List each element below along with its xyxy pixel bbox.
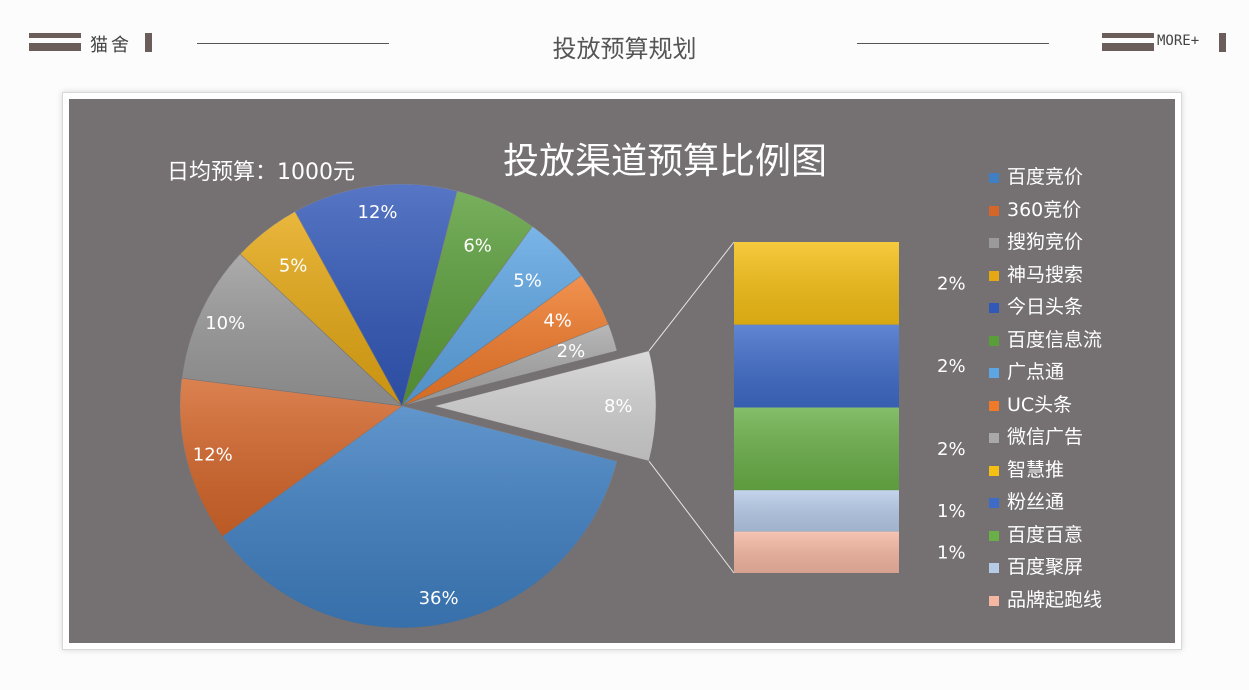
logo-bar-top: [29, 33, 81, 38]
connector-line-top: [648, 241, 735, 352]
pie-label-series-4: 12%: [358, 202, 398, 223]
legend-item: 百度竞价: [989, 161, 1102, 194]
bar-label-4: 1%: [937, 542, 966, 563]
legend-swatch: [989, 498, 999, 508]
legend-item: 百度百意: [989, 519, 1102, 552]
legend-swatch: [989, 595, 999, 606]
legend-label: UC头条: [1007, 393, 1073, 416]
chart-title: 投放渠道预算比例图: [503, 141, 827, 182]
bar-label-1: 2%: [937, 356, 966, 377]
legend-swatch: [989, 368, 999, 378]
legend-swatch: [989, 530, 999, 541]
more-bar-bottom: [1102, 43, 1154, 51]
pie-slice-shade-series-1: [180, 378, 402, 537]
bar-segment-shade-1: [734, 324, 899, 408]
legend-label: 神马搜索: [1007, 263, 1084, 286]
legend-item: UC头条: [989, 389, 1102, 422]
legend-label: 微信广告: [1007, 426, 1084, 448]
pie-slice-shade-series-4: [295, 184, 458, 406]
bar-segment-shade-2: [734, 407, 899, 491]
pie-slice-shade-series-2: [181, 254, 402, 406]
legend-label: 品牌起跑线: [1007, 588, 1103, 611]
legend-label: 智慧推: [1007, 458, 1065, 481]
legend-item: 百度信息流: [989, 324, 1102, 357]
legend-item: 智慧推: [989, 454, 1102, 487]
legend-item: 品牌起跑线: [989, 584, 1102, 617]
pie-label-series-6: 5%: [513, 270, 542, 291]
more-bar-top: [1102, 33, 1154, 38]
logo-text: 猫舍: [90, 35, 132, 56]
legend-item: 百度聚屏: [989, 551, 1102, 584]
more-link[interactable]: MORE+: [1157, 33, 1200, 49]
legend-swatch: [989, 173, 999, 183]
chart-card: 8% 36% 12% 10% 5% 12% 6% 5% 4% 2% 2% 2% 2% 1% 1% 投放渠道预…: [62, 92, 1182, 650]
pie-slice-shade-series-0: [222, 406, 618, 628]
legend-item: 今日头条: [989, 291, 1102, 324]
pie-label-other: 8%: [604, 396, 633, 417]
bar-segment-shade-0: [734, 242, 899, 325]
pie-slice-shade-series-3: [240, 211, 402, 406]
more-bar-end: [1219, 33, 1226, 52]
page-title: 投放预算规划: [552, 35, 697, 63]
legend-item: 神马搜索: [989, 259, 1102, 292]
pie-label-series-7: 4%: [543, 310, 572, 331]
legend-swatch: [989, 303, 999, 313]
legend-label: 搜狗竞价: [1007, 231, 1084, 253]
pie-label-series-2: 10%: [205, 313, 245, 334]
legend-item: 粉丝通: [989, 486, 1102, 519]
legend-swatch: [989, 563, 999, 573]
legend-swatch: [989, 238, 999, 248]
bar-of-pie-chart: 8%36%12%10%5%12%6%5%4%2%2%2%2%1%1% 投放渠道预…: [167, 141, 966, 629]
bar-label-3: 1%: [937, 501, 966, 522]
pie-slice-shade-series-5: [402, 190, 533, 406]
pie-label-series-8: 2%: [557, 341, 586, 362]
logo-bar-end: [145, 33, 152, 52]
chart-area: 8% 36% 12% 10% 5% 12% 6% 5% 4% 2% 2% 2% 2% 1% 1% 投放渠道预…: [69, 99, 1175, 643]
pie-label-series-0: 36%: [419, 588, 459, 609]
connector-line-bottom: [648, 460, 735, 574]
pie-slice-shade-other: [434, 350, 657, 462]
legend-label: 百度聚屏: [1007, 556, 1084, 578]
legend-label: 粉丝通: [1007, 491, 1065, 513]
pie-label-series-1: 12%: [193, 445, 233, 466]
chart-legend: 百度竞价 360竞价搜狗竞价神马搜索今日头条百度信息流广点通 UC头条微信广告智慧推…: [989, 161, 1102, 616]
legend-label: 360竞价: [1007, 198, 1082, 221]
legend-label: 百度百意: [1007, 523, 1084, 546]
daily-budget-note: 日均预算：1000元: [167, 160, 355, 185]
legend-label: 今日头条: [1007, 296, 1084, 318]
bar-label-2: 2%: [937, 439, 966, 460]
legend-swatch: [989, 465, 999, 476]
legend-swatch: [989, 335, 999, 346]
legend-label: 百度竞价: [1007, 166, 1084, 188]
pie-label-series-3: 5%: [279, 256, 308, 277]
pie-slice-shade-series-8: [402, 324, 618, 406]
legend-label: 广点通: [1007, 361, 1065, 383]
legend-swatch: [989, 433, 999, 443]
header-rule-left: [197, 43, 389, 44]
page-header: 猫舍 投放预算规划 MORE+: [0, 0, 1249, 90]
legend-item: 搜狗竞价: [989, 226, 1102, 259]
legend-swatch: [989, 400, 999, 411]
pie-label-series-5: 6%: [463, 235, 492, 256]
bar-label-0: 2%: [937, 273, 966, 294]
legend-swatch: [989, 270, 999, 281]
legend-label: 百度信息流: [1007, 328, 1103, 351]
logo-bar-bottom: [29, 43, 81, 51]
bar-segment-shade-4: [734, 531, 899, 573]
header-rule-right: [857, 43, 1049, 44]
legend-swatch: [989, 205, 999, 216]
legend-item: 微信广告: [989, 421, 1102, 454]
bar-segment-shade-3: [734, 490, 899, 532]
legend-item: 360竞价: [989, 194, 1102, 227]
pie-slice-shade-series-7: [402, 275, 609, 406]
legend-item: 广点通: [989, 356, 1102, 389]
pie-slice-shade-series-6: [402, 226, 582, 406]
